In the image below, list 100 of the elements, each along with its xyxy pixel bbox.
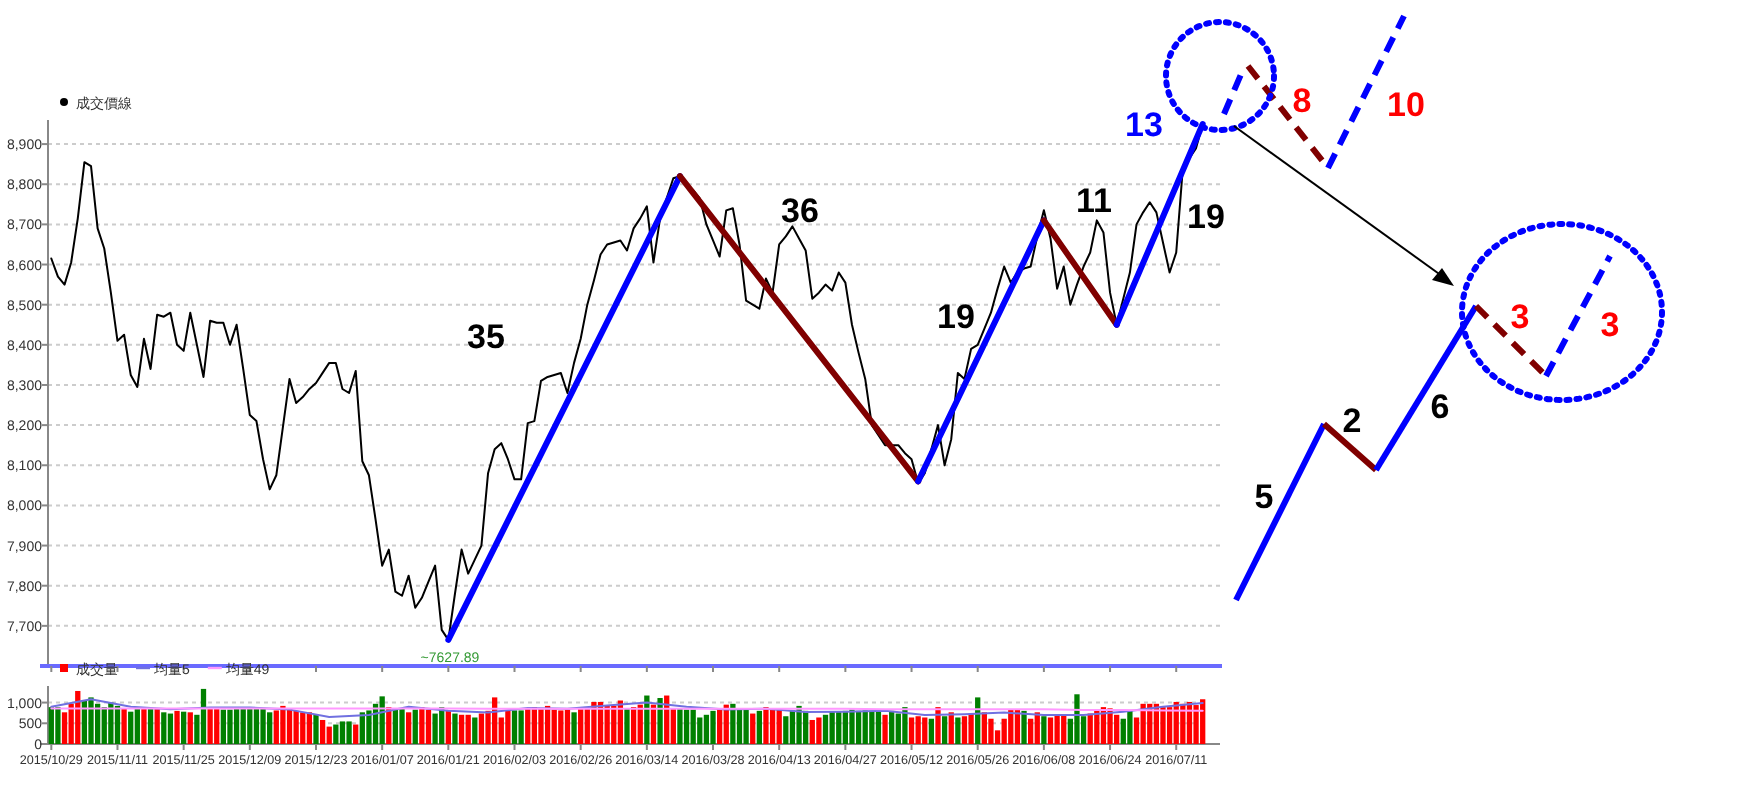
bar	[710, 710, 716, 744]
bar	[1028, 718, 1034, 744]
bar	[61, 712, 68, 744]
bar	[214, 708, 220, 744]
bar	[849, 709, 855, 744]
bar	[425, 709, 432, 744]
bar	[240, 707, 246, 744]
bar	[128, 711, 134, 744]
bar	[233, 708, 240, 744]
bar	[108, 702, 114, 744]
bar	[730, 703, 736, 744]
bar	[657, 698, 663, 744]
bar	[922, 717, 928, 744]
bar	[1041, 716, 1047, 744]
bar	[564, 709, 571, 744]
bar	[187, 712, 193, 744]
bar	[101, 707, 107, 744]
bar	[889, 710, 895, 744]
bar	[538, 708, 544, 744]
bar	[1120, 718, 1126, 744]
bar	[941, 716, 948, 744]
bar	[988, 718, 994, 744]
bar	[783, 716, 789, 744]
bar	[220, 709, 226, 744]
bar	[928, 718, 935, 744]
bar	[339, 721, 346, 744]
bar	[346, 721, 352, 744]
bar	[161, 712, 167, 744]
bar	[743, 709, 749, 744]
bar	[1001, 718, 1007, 744]
bar	[399, 708, 405, 744]
bar	[300, 712, 306, 744]
bar	[419, 707, 425, 744]
text: 10	[1387, 86, 1425, 124]
bar	[313, 714, 319, 744]
bar	[273, 710, 279, 744]
text: 6	[1430, 388, 1450, 426]
bar	[445, 710, 451, 744]
bar	[809, 719, 815, 744]
annotation: 11	[1076, 182, 1112, 220]
bar	[961, 716, 968, 744]
bar	[1061, 714, 1067, 744]
text: 2	[1342, 402, 1362, 440]
bar	[267, 712, 273, 744]
bar	[154, 708, 160, 744]
bar	[558, 710, 564, 744]
bar	[908, 717, 915, 744]
bar	[1021, 710, 1027, 744]
bar	[968, 713, 974, 744]
bar	[181, 711, 187, 744]
bar	[571, 712, 577, 744]
bar	[478, 713, 485, 744]
bar	[915, 716, 921, 744]
bar	[584, 708, 590, 744]
bar	[353, 724, 359, 744]
bar	[1127, 710, 1133, 744]
bar	[763, 707, 769, 744]
bar	[736, 708, 743, 744]
bar	[756, 710, 762, 744]
bar	[293, 710, 299, 744]
bar	[366, 710, 372, 744]
bar	[1140, 703, 1146, 744]
bar	[690, 709, 696, 744]
bar	[716, 708, 723, 744]
bar	[789, 710, 796, 744]
bar	[465, 714, 471, 744]
bar	[200, 688, 207, 744]
bar	[174, 710, 180, 744]
bar	[1074, 694, 1080, 744]
annotation: 19	[1187, 198, 1225, 236]
annotation: 36	[781, 192, 819, 230]
bar	[333, 724, 339, 744]
bar	[1114, 714, 1120, 744]
annotation: 13	[1125, 106, 1163, 144]
bar	[505, 710, 511, 744]
bar	[895, 713, 901, 744]
bar	[55, 707, 61, 744]
bar	[260, 708, 266, 744]
annotation: 19	[937, 298, 975, 336]
bar	[683, 709, 690, 744]
bar	[882, 714, 888, 744]
bar	[862, 710, 868, 744]
bar	[836, 711, 842, 744]
bar	[207, 707, 213, 744]
bar	[319, 719, 326, 744]
bar	[147, 708, 154, 744]
bar	[855, 710, 862, 744]
bar	[121, 708, 127, 744]
bar	[511, 710, 518, 744]
bar	[697, 717, 703, 744]
bar	[518, 710, 524, 744]
bar	[253, 707, 260, 744]
bar	[525, 708, 531, 744]
bar	[141, 708, 147, 744]
bar	[578, 708, 584, 744]
bar	[829, 711, 835, 744]
bar	[167, 713, 174, 744]
bar	[822, 714, 829, 744]
bar	[88, 697, 94, 744]
bar	[769, 708, 776, 744]
